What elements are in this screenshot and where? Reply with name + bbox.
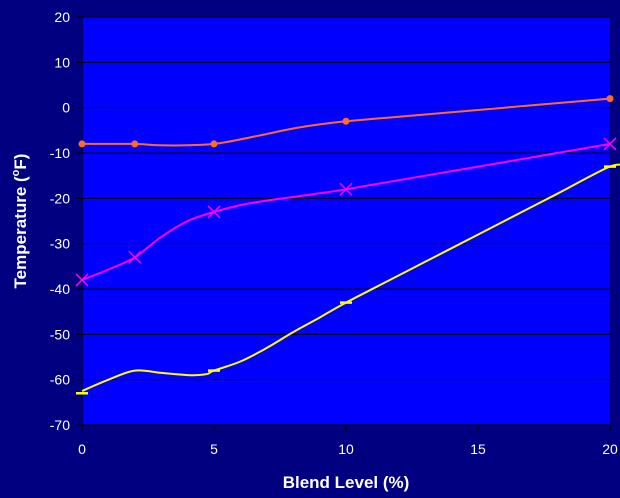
y-axis-title: Temperature (oF) (10, 154, 30, 289)
data-point-marker (78, 140, 86, 148)
series-1 (78, 95, 614, 148)
data-point-marker (210, 140, 218, 148)
axes (76, 16, 611, 431)
x-tick-label: 0 (78, 441, 86, 457)
x-tick-label: 10 (338, 441, 354, 457)
x-tick-label: 20 (602, 441, 618, 457)
data-point-marker (75, 273, 89, 287)
x-axis-title: Blend Level (%) (283, 473, 410, 492)
y-axis-title-degree: o (10, 169, 22, 176)
y-tick-label: -10 (50, 145, 70, 161)
series-layer (75, 95, 620, 395)
y-tick-label: 0 (62, 100, 70, 116)
y-tick-label: -60 (50, 372, 70, 388)
data-point-marker (131, 140, 139, 148)
series-line (81, 163, 620, 392)
tick-labels: 20 10 0 -10 -20 -30 -40 -50 -60 -70 0 5 10 15 20 (50, 9, 618, 457)
y-tick-label: -70 (50, 417, 70, 433)
data-point-marker (342, 117, 350, 125)
y-tick-label: 10 (54, 54, 70, 70)
data-point-marker (603, 137, 617, 151)
x-tick-label: 5 (210, 441, 218, 457)
data-point-marker (606, 95, 614, 103)
y-tick-label: 20 (54, 9, 70, 25)
series-3 (76, 163, 620, 395)
y-tick-label: -30 (50, 236, 70, 252)
data-point-marker (128, 250, 142, 264)
y-tick-label: -40 (50, 281, 70, 297)
y-tick-label: -50 (50, 326, 70, 342)
plot-area (82, 17, 610, 425)
x-tick-label: 15 (470, 441, 486, 457)
y-axis-title-prefix: Temperature ( (11, 176, 30, 288)
data-point-marker (339, 182, 353, 196)
series-line (81, 142, 611, 281)
y-tick-label: -20 (50, 190, 70, 206)
series-line (82, 97, 611, 147)
data-point-marker (207, 205, 221, 219)
series-2 (75, 137, 617, 287)
y-axis-title-suffix: F) (11, 154, 30, 170)
